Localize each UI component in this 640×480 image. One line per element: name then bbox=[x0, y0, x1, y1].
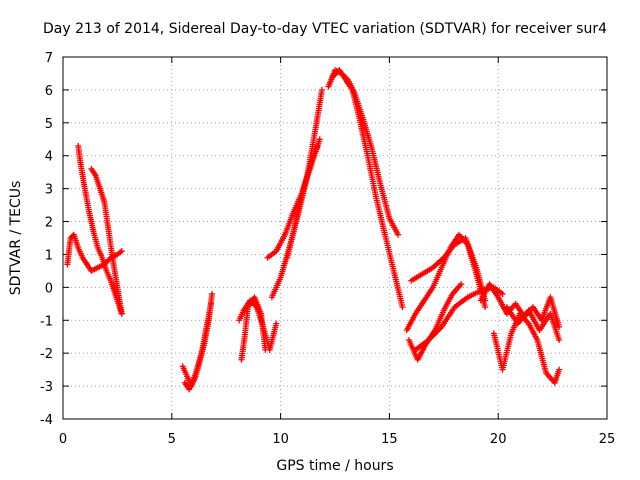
x-tick-label: 15 bbox=[381, 432, 398, 447]
data-point bbox=[262, 346, 269, 353]
data-point bbox=[499, 290, 506, 297]
x-tick-label: 20 bbox=[490, 432, 507, 447]
x-tick-label: 25 bbox=[599, 432, 616, 447]
y-tick-label: 7 bbox=[45, 51, 53, 66]
data-point bbox=[482, 304, 489, 311]
y-tick-label: -1 bbox=[40, 314, 53, 329]
data-point bbox=[458, 281, 465, 288]
data-point bbox=[556, 323, 563, 330]
data-point bbox=[273, 320, 280, 327]
series-arc18 bbox=[490, 310, 563, 386]
series-arc3 bbox=[88, 165, 125, 317]
series-arc5 bbox=[181, 300, 214, 393]
data-point bbox=[556, 337, 563, 344]
y-tick-label: 3 bbox=[45, 183, 53, 198]
data-series bbox=[64, 67, 563, 393]
y-tick-label: -4 bbox=[40, 413, 53, 428]
series-arc11 bbox=[325, 67, 402, 238]
y-tick-label: 6 bbox=[45, 84, 53, 99]
chart-title: Day 213 of 2014, Sidereal Day-to-day VTE… bbox=[43, 21, 607, 37]
data-point bbox=[556, 366, 563, 373]
x-tick-label: 5 bbox=[168, 432, 176, 447]
series-arc7 bbox=[238, 294, 269, 363]
series-arc12 bbox=[329, 67, 406, 311]
y-tick-label: -2 bbox=[40, 347, 53, 362]
data-point bbox=[209, 290, 216, 297]
series-arc19 bbox=[503, 304, 563, 344]
y-tick-label: 4 bbox=[45, 150, 53, 165]
data-point bbox=[395, 231, 402, 238]
series-arc9 bbox=[268, 86, 325, 301]
data-point bbox=[118, 248, 125, 255]
series-arc16 bbox=[412, 284, 506, 353]
x-axis-label: GPS time / hours bbox=[276, 458, 393, 474]
x-axis-ticks: 0 5 10 15 20 25 bbox=[59, 57, 615, 447]
y-axis-ticks: -4 -3 -2 -1 0 1 2 3 4 5 6 7 bbox=[40, 51, 607, 428]
data-point bbox=[316, 136, 323, 143]
x-tick-label: 0 bbox=[59, 432, 67, 447]
data-point bbox=[207, 300, 214, 307]
y-tick-label: -3 bbox=[40, 380, 53, 395]
plot-frame bbox=[62, 56, 608, 420]
y-tick-label: 0 bbox=[45, 281, 53, 296]
series-arc10 bbox=[284, 136, 323, 261]
data-point bbox=[318, 86, 325, 93]
grid-lines bbox=[63, 57, 607, 419]
series-arc15 bbox=[408, 235, 489, 304]
x-tick-label: 10 bbox=[272, 432, 289, 447]
y-tick-label: 1 bbox=[45, 248, 53, 263]
data-point bbox=[399, 304, 406, 311]
y-tick-label: 5 bbox=[45, 117, 53, 132]
data-point bbox=[118, 310, 125, 317]
y-axis-label: SDTVAR / TECUs bbox=[8, 181, 24, 296]
y-tick-label: 2 bbox=[45, 216, 53, 231]
